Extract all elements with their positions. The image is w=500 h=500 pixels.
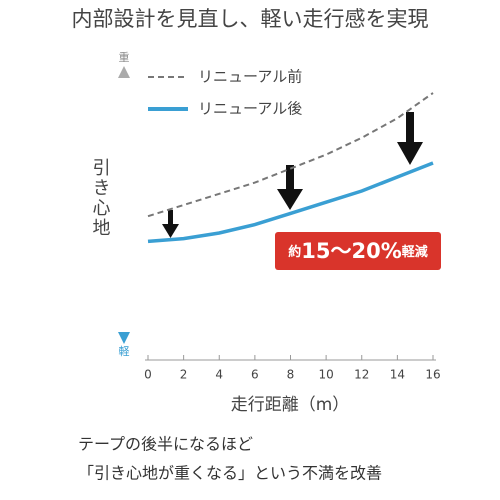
annotation-part: 約 <box>288 244 301 260</box>
x-tick-label: 2 <box>180 368 188 382</box>
series-line <box>147 92 434 218</box>
x-tick-label: 14 <box>390 368 405 382</box>
series-line <box>147 161 434 244</box>
y-bottom-label: 軽 <box>119 345 130 358</box>
y-axis-label: 引き心地 <box>90 158 111 238</box>
annotation-part: 15～20% <box>301 239 402 263</box>
x-tick-label: 16 <box>425 368 440 382</box>
x-tick-label: 10 <box>318 368 333 382</box>
legend-label: リニューアル前 <box>198 68 302 86</box>
x-tick-label: 4 <box>215 368 223 382</box>
annotation-part: 軽減 <box>402 244 428 260</box>
x-tick-label: 12 <box>354 368 369 382</box>
arrow-head <box>118 332 130 344</box>
chart-title: 内部設計を見直し、軽い走行感を実現 <box>72 7 429 31</box>
caption: テープの後半になるほど <box>78 435 253 454</box>
x-tick-label: 6 <box>251 368 259 382</box>
x-tick-label: 8 <box>287 368 295 382</box>
annotation-box <box>275 232 441 270</box>
annotation: 約15～20%軽減 <box>288 239 428 263</box>
x-axis-label: 走行距離（m） <box>231 395 350 415</box>
x-tick-label: 0 <box>144 368 152 382</box>
legend-label: リニューアル後 <box>198 100 302 118</box>
arrow-head <box>118 66 130 78</box>
y-top-label: 重 <box>119 50 130 64</box>
caption: 「引き心地が重くなる」という不満を改善 <box>78 464 382 483</box>
reduction-arrows <box>162 112 423 238</box>
